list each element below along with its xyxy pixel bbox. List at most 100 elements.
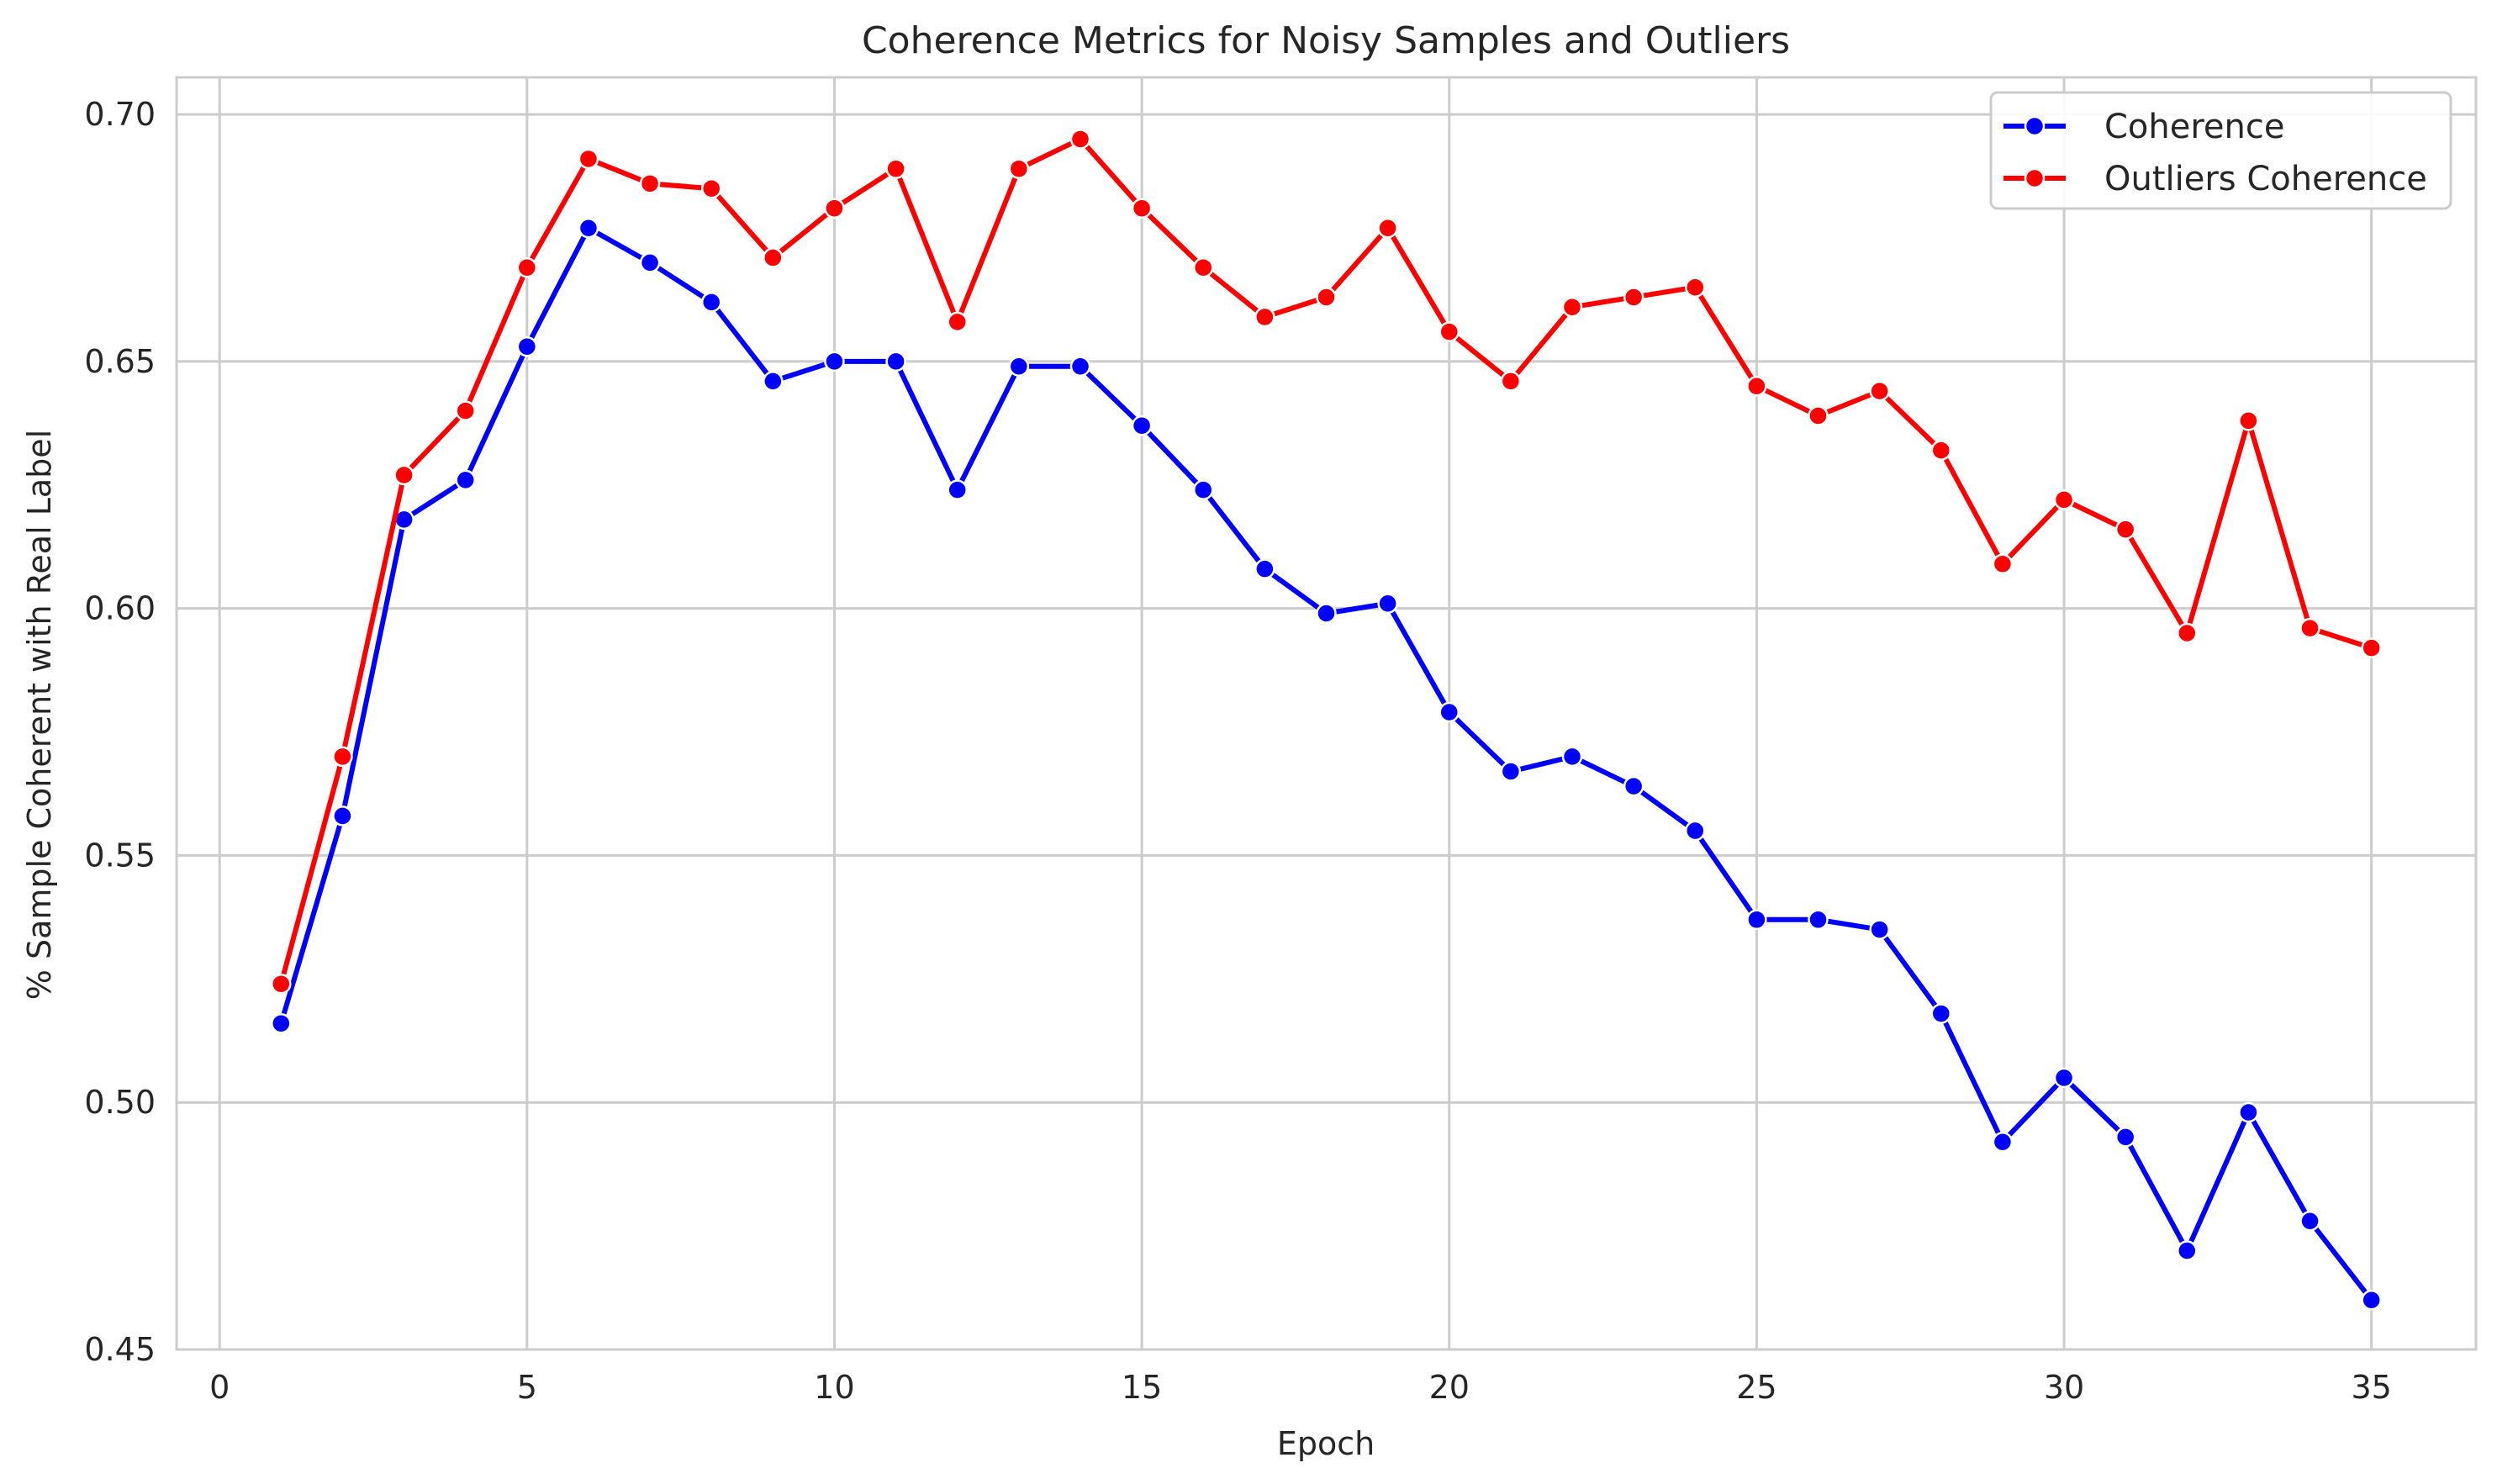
data-point-outliers-coherence (1685, 277, 1706, 298)
data-point-outliers-coherence (1561, 296, 1583, 318)
data-point-outliers-coherence (455, 400, 476, 421)
data-point-outliers-coherence (2177, 622, 2198, 644)
data-point-coherence (1685, 820, 1706, 842)
data-point-outliers-coherence (1623, 287, 1644, 308)
data-point-coherence (1192, 479, 1214, 500)
x-tick-label: 0 (209, 1369, 230, 1406)
data-point-coherence (332, 805, 353, 826)
y-tick-label: 0.65 (84, 343, 156, 380)
plot-frame (175, 76, 2478, 1351)
data-point-coherence (1561, 746, 1583, 768)
data-point-coherence (947, 479, 968, 500)
x-tick-label: 25 (1736, 1369, 1776, 1406)
data-point-outliers-coherence (947, 311, 968, 333)
data-point-outliers-coherence (1930, 440, 1952, 461)
data-point-outliers-coherence (2299, 617, 2320, 639)
data-point-outliers-coherence (1500, 371, 1522, 392)
data-point-coherence (2053, 1067, 2075, 1089)
data-point-coherence (1500, 761, 1522, 782)
y-tick-label: 0.70 (84, 96, 156, 133)
series-coherence (271, 217, 2382, 1311)
legend-marker-coherence (2024, 115, 2046, 137)
data-point-outliers-coherence (393, 464, 414, 486)
y-tick-label: 0.45 (84, 1331, 156, 1368)
legend-label-coherence: Coherence (2104, 108, 2285, 146)
series-layer (271, 129, 2382, 1311)
data-point-coherence (1869, 919, 1890, 940)
data-point-coherence (1254, 558, 1275, 579)
data-point-outliers-coherence (1008, 158, 1030, 179)
legend: Coherence Outliers Coherence (1989, 91, 2452, 210)
data-point-outliers-coherence (1439, 321, 1460, 342)
series-line-coherence (278, 225, 2374, 1303)
tick-labels: 0 5 10 15 20 25 30 35 0.45 0.50 0.55 0.60 0.65 0.70 (84, 96, 2391, 1406)
y-axis-label: % Sample Coherent with Real Label (21, 430, 58, 1000)
data-point-outliers-coherence (1131, 198, 1153, 219)
data-point-coherence (1069, 356, 1091, 377)
data-point-outliers-coherence (2114, 519, 2136, 540)
legend-marker-outliers-coherence (2024, 167, 2046, 189)
data-point-coherence (1930, 1003, 1952, 1024)
data-point-coherence (1131, 415, 1153, 436)
data-point-coherence (2177, 1240, 2198, 1261)
data-point-outliers-coherence (1254, 306, 1275, 328)
data-point-coherence (516, 335, 538, 357)
legend-box (1989, 91, 2452, 210)
data-point-coherence (885, 351, 906, 372)
chart-title: Coherence Metrics for Noisy Samples and … (862, 19, 1790, 62)
data-point-outliers-coherence (1869, 380, 1890, 402)
x-tick-label: 15 (1122, 1369, 1162, 1406)
data-point-outliers-coherence (578, 148, 599, 170)
x-axis-label: Epoch (1277, 1425, 1375, 1462)
data-point-outliers-coherence (332, 746, 353, 768)
data-point-outliers-coherence (763, 247, 784, 268)
data-point-coherence (1008, 356, 1030, 377)
data-point-coherence (1439, 701, 1460, 723)
data-point-coherence (1746, 909, 1767, 931)
data-point-outliers-coherence (1992, 553, 2014, 575)
data-point-outliers-coherence (885, 158, 906, 179)
data-point-outliers-coherence (1377, 217, 1398, 239)
data-point-outliers-coherence (824, 198, 845, 219)
x-tick-label: 30 (2044, 1369, 2084, 1406)
data-point-outliers-coherence (700, 177, 722, 199)
data-point-coherence (2238, 1101, 2259, 1123)
data-point-outliers-coherence (1069, 129, 1091, 150)
legend-label-outliers-coherence: Outliers Coherence (2104, 160, 2427, 198)
x-tick-label: 5 (517, 1369, 537, 1406)
data-point-outliers-coherence (271, 973, 292, 995)
data-point-outliers-coherence (1808, 405, 1829, 426)
data-point-coherence (1623, 775, 1644, 797)
series-outliers-coherence (271, 129, 2382, 995)
data-point-outliers-coherence (639, 173, 661, 194)
data-point-outliers-coherence (1316, 287, 1337, 308)
data-point-coherence (2361, 1289, 2382, 1311)
data-point-coherence (1377, 593, 1398, 615)
data-point-coherence (763, 371, 784, 392)
data-point-coherence (578, 217, 599, 239)
data-point-coherence (639, 252, 661, 273)
data-point-coherence (1316, 603, 1337, 624)
data-point-coherence (1808, 909, 1829, 931)
data-point-coherence (700, 292, 722, 313)
y-tick-label: 0.50 (84, 1084, 156, 1121)
x-tick-label: 20 (1429, 1369, 1470, 1406)
y-tick-label: 0.55 (84, 837, 156, 874)
y-tick-label: 0.60 (84, 590, 156, 627)
x-tick-label: 35 (2352, 1369, 2392, 1406)
data-point-outliers-coherence (2238, 410, 2259, 431)
data-point-outliers-coherence (2361, 637, 2382, 658)
data-point-coherence (824, 351, 845, 372)
data-point-coherence (2299, 1210, 2320, 1232)
data-point-outliers-coherence (1746, 375, 1767, 397)
data-point-coherence (455, 469, 476, 491)
data-point-outliers-coherence (1192, 256, 1214, 278)
data-point-coherence (2114, 1127, 2136, 1148)
x-tick-label: 10 (814, 1369, 854, 1406)
data-point-outliers-coherence (516, 256, 538, 278)
data-point-coherence (1992, 1131, 2014, 1153)
data-point-coherence (271, 1012, 292, 1034)
data-point-outliers-coherence (2053, 489, 2075, 510)
series-line-outliers-coherence (278, 136, 2374, 987)
